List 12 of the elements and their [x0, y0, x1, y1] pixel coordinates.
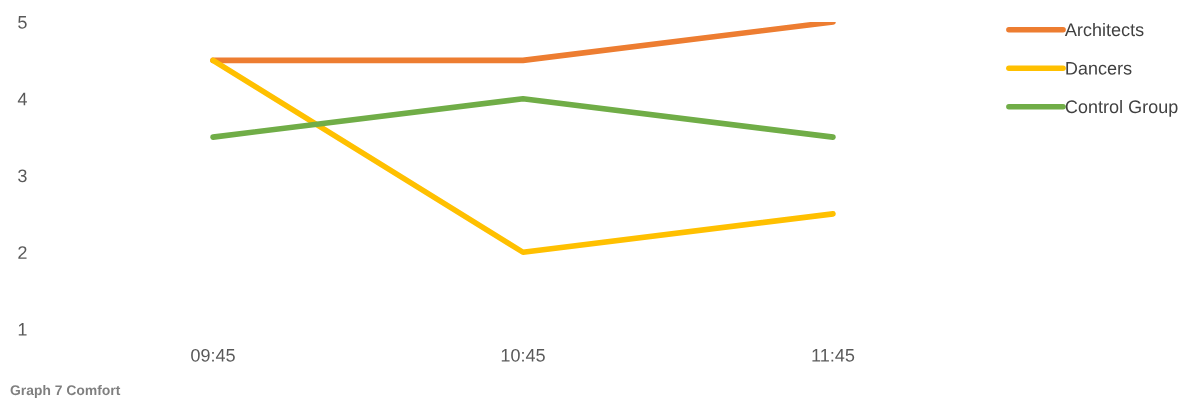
- legend-label: Architects: [1064, 22, 1144, 37]
- y-tick-label: 4: [17, 92, 27, 106]
- y-tick-label: 2: [18, 246, 27, 259]
- text: Graph 7 Comfort: [10, 384, 121, 398]
- y-tick-label: 1: [18, 323, 27, 336]
- legend-label: Control Group: [1065, 99, 1178, 117]
- y-tick-label: 3: [18, 169, 27, 183]
- x-tick-label: 09:45: [191, 348, 235, 362]
- x-tick-label: 11:45: [812, 349, 855, 362]
- x-tick-label: 10:45: [501, 348, 545, 362]
- legend-label: Dancers: [1066, 62, 1132, 75]
- y-tick-label: 5: [18, 16, 27, 29]
